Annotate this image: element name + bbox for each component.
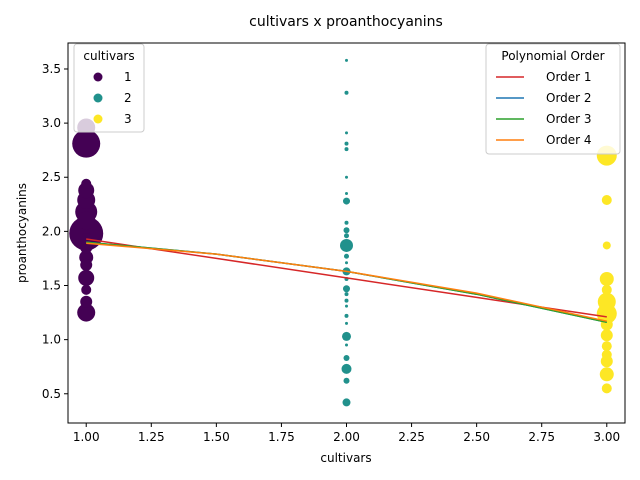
point-cultivar-1-13 bbox=[80, 295, 93, 308]
point-cultivar-1-5 bbox=[81, 178, 92, 189]
point-cultivar-2-18 bbox=[344, 298, 349, 303]
y-tick-label: 2.0 bbox=[42, 224, 61, 238]
x-tick-label: 1.25 bbox=[138, 430, 165, 444]
point-cultivar-1-6 bbox=[77, 211, 96, 230]
cultivar-legend-box bbox=[73, 43, 145, 133]
cultivar-legend-title: cultivars bbox=[83, 49, 134, 63]
point-cultivar-2-4 bbox=[344, 147, 349, 152]
order-legend-label: Order 1 bbox=[546, 70, 592, 84]
y-tick-label: 3.5 bbox=[42, 62, 61, 76]
point-cultivar-2-24 bbox=[343, 355, 350, 362]
point-cultivar-2-0 bbox=[345, 58, 348, 62]
x-tick-label: 2.75 bbox=[528, 430, 555, 444]
x-tick-label: 2.25 bbox=[398, 430, 425, 444]
cultivar-legend-marker bbox=[93, 72, 103, 82]
fit-lines bbox=[86, 238, 607, 324]
point-cultivar-2-21 bbox=[345, 321, 348, 325]
x-axis-ticks: 1.00 1.25 1.50 1.75 2.00 2.25 2.50 2.75 3.00 bbox=[73, 423, 620, 444]
point-cultivar-3-9 bbox=[601, 341, 612, 352]
point-cultivar-3-4 bbox=[601, 284, 612, 295]
point-cultivar-2-22 bbox=[342, 331, 351, 341]
y-axis-ticks: 0.5 1.0 1.5 2.0 2.5 3.0 3.5 bbox=[42, 62, 68, 401]
point-cultivar-2-19 bbox=[345, 304, 348, 308]
point-cultivar-2-27 bbox=[342, 398, 351, 407]
point-cultivar-3-2 bbox=[602, 241, 611, 250]
point-cultivar-2-12 bbox=[344, 253, 349, 259]
point-cultivar-1-11 bbox=[78, 269, 95, 286]
cultivar-legend-label: 3 bbox=[124, 112, 132, 126]
point-cultivar-3-5 bbox=[597, 292, 616, 311]
x-tick-label: 2.00 bbox=[333, 430, 360, 444]
y-tick-label: 3.0 bbox=[42, 116, 61, 130]
cultivar-legend-marker bbox=[93, 114, 103, 124]
point-cultivar-1-10 bbox=[80, 258, 93, 271]
point-cultivar-3-1 bbox=[601, 194, 612, 205]
point-cultivar-1-8 bbox=[80, 241, 93, 254]
order-legend-label: Order 4 bbox=[546, 133, 592, 147]
point-cultivar-2-13 bbox=[345, 261, 348, 265]
point-cultivar-3-3 bbox=[599, 272, 614, 287]
order-legend-label: Order 2 bbox=[546, 91, 592, 105]
point-cultivar-2-20 bbox=[344, 313, 349, 318]
point-cultivar-2-11 bbox=[340, 238, 353, 252]
point-cultivar-3-8 bbox=[600, 329, 613, 342]
point-cultivar-2-23 bbox=[345, 343, 348, 347]
point-cultivar-3-12 bbox=[599, 367, 614, 382]
point-cultivar-2-8 bbox=[344, 220, 349, 225]
x-tick-label: 1.75 bbox=[268, 430, 295, 444]
polynomial-order-legend: Polynomial Order Order 1 Order 2 Order 3 Or… bbox=[485, 43, 621, 155]
x-tick-label: 2.50 bbox=[463, 430, 490, 444]
point-cultivar-2-16 bbox=[343, 285, 350, 293]
point-cultivar-2-26 bbox=[343, 377, 350, 384]
y-tick-label: 2.5 bbox=[42, 170, 61, 184]
point-cultivar-2-17 bbox=[344, 292, 349, 297]
y-tick-label: 0.5 bbox=[42, 387, 61, 401]
point-cultivar-2-1 bbox=[344, 90, 349, 95]
y-axis-label: proanthocyanins bbox=[15, 183, 29, 283]
point-cultivar-2-6 bbox=[345, 191, 348, 195]
order-legend-label: Order 3 bbox=[546, 112, 592, 126]
point-cultivar-1-12 bbox=[81, 284, 92, 295]
cultivar-legend-label: 1 bbox=[124, 70, 132, 84]
cultivar-legend: cultivars 1 2 3 bbox=[73, 43, 145, 133]
point-cultivar-3-10 bbox=[601, 349, 612, 360]
y-tick-label: 1.0 bbox=[42, 333, 61, 347]
order-legend-box bbox=[485, 43, 621, 155]
x-tick-label: 3.00 bbox=[593, 430, 620, 444]
order-legend-title: Polynomial Order bbox=[501, 49, 604, 63]
chart-title: cultivars x proanthocyanins bbox=[249, 14, 443, 30]
cultivar-legend-label: 2 bbox=[124, 91, 132, 105]
point-cultivar-1-14 bbox=[77, 303, 96, 322]
fit-line-order-4 bbox=[86, 242, 607, 322]
x-tick-label: 1.50 bbox=[203, 430, 230, 444]
point-cultivar-2-3 bbox=[344, 141, 349, 146]
point-cultivar-2-25 bbox=[341, 363, 352, 374]
point-cultivar-1-0 bbox=[72, 129, 101, 158]
y-tick-label: 1.5 bbox=[42, 279, 61, 293]
point-cultivar-2-5 bbox=[345, 175, 348, 179]
point-cultivar-2-7 bbox=[343, 197, 350, 205]
x-tick-label: 1.00 bbox=[73, 430, 100, 444]
x-axis-label: cultivars bbox=[320, 451, 371, 465]
point-cultivar-2-10 bbox=[344, 233, 349, 239]
cultivar-legend-marker bbox=[93, 93, 103, 103]
point-cultivar-3-13 bbox=[601, 383, 612, 394]
point-cultivar-2-2 bbox=[345, 131, 348, 135]
point-cultivar-2-9 bbox=[343, 227, 350, 234]
